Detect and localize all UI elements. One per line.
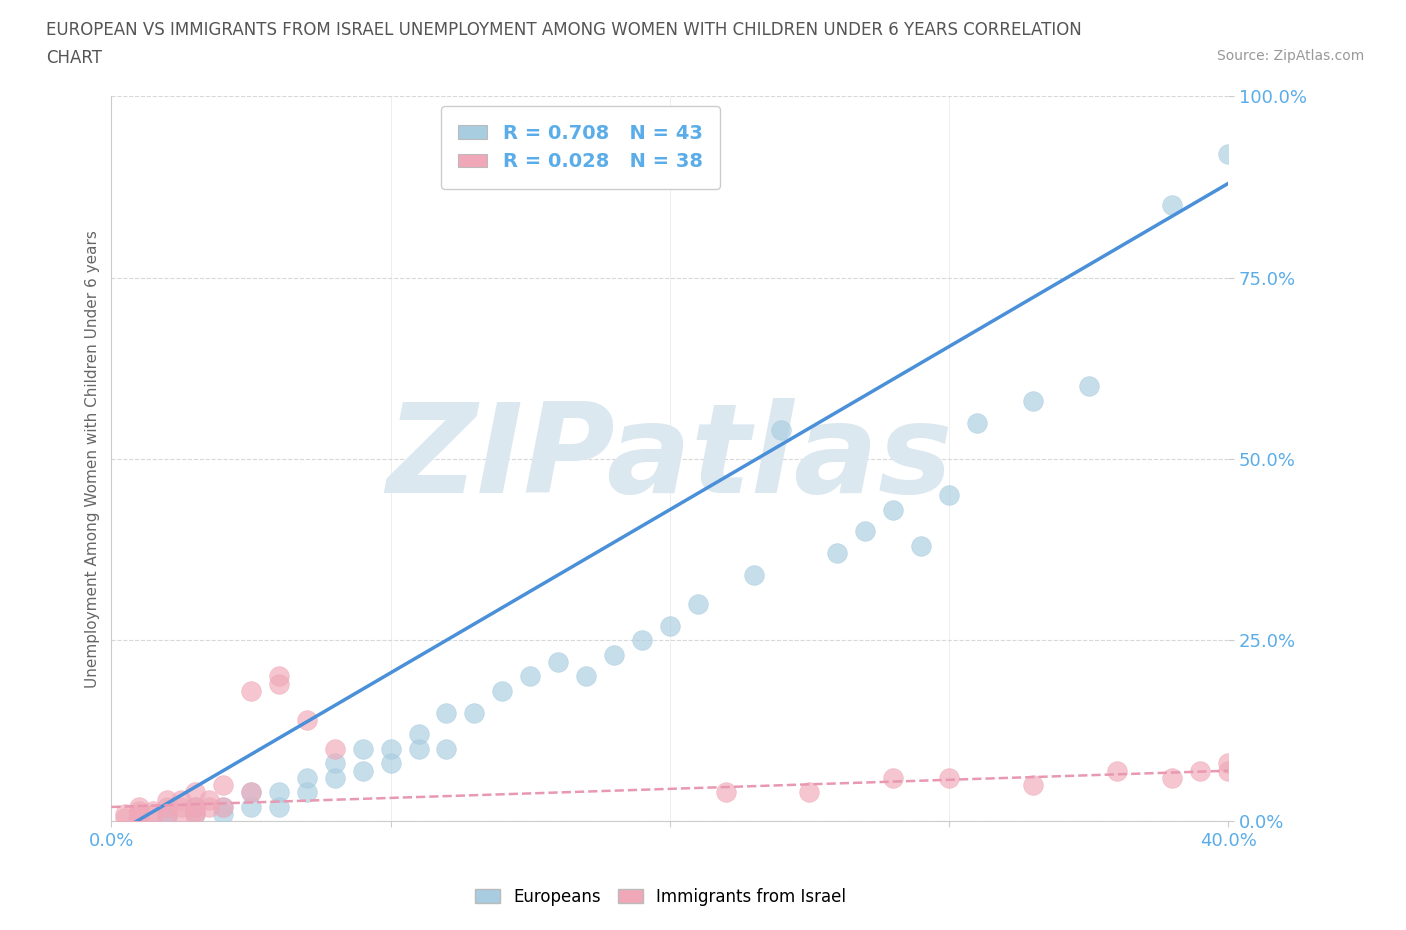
Point [212,807,235,822]
Point [436,705,458,720]
Point [267,785,290,800]
Point [1161,198,1184,213]
Point [519,669,541,684]
Legend: Europeans, Immigrants from Israel: Europeans, Immigrants from Israel [468,881,853,912]
Point [142,804,165,818]
Point [295,712,318,727]
Point [198,800,221,815]
Point [742,567,765,582]
Point [1077,379,1099,394]
Point [184,800,207,815]
Point [212,800,235,815]
Point [770,422,793,437]
Point [463,705,485,720]
Point [156,800,179,815]
Point [658,618,681,633]
Point [184,800,207,815]
Point [240,684,263,698]
Point [799,785,821,800]
Point [142,807,165,822]
Point [631,632,654,647]
Point [1189,764,1212,778]
Point [212,800,235,815]
Point [714,785,737,800]
Point [128,807,150,822]
Point [323,771,346,786]
Point [408,727,430,742]
Point [128,810,150,825]
Point [184,807,207,822]
Point [240,785,263,800]
Point [156,792,179,807]
Point [603,647,626,662]
Point [114,810,136,825]
Point [114,807,136,822]
Point [184,785,207,800]
Point [910,538,932,553]
Point [128,804,150,818]
Point [686,596,709,611]
Y-axis label: Unemployment Among Women with Children Under 6 years: Unemployment Among Women with Children U… [86,230,100,688]
Point [380,741,402,756]
Point [1022,393,1045,408]
Point [380,756,402,771]
Point [408,741,430,756]
Text: EUROPEAN VS IMMIGRANTS FROM ISRAEL UNEMPLOYMENT AMONG WOMEN WITH CHILDREN UNDER : EUROPEAN VS IMMIGRANTS FROM ISRAEL UNEMP… [46,21,1083,39]
Point [352,764,374,778]
Point [240,785,263,800]
Point [966,416,988,431]
Point [212,777,235,792]
Point [938,771,960,786]
Point [938,487,960,502]
Point [436,741,458,756]
Point [128,800,150,815]
Point [491,684,513,698]
Point [198,792,221,807]
Point [1218,764,1240,778]
Point [170,792,193,807]
Point [184,807,207,822]
Point [323,756,346,771]
Point [827,546,849,561]
Text: CHART: CHART [46,49,103,67]
Point [156,807,179,822]
Point [882,771,904,786]
Point [295,785,318,800]
Point [1218,756,1240,771]
Point [267,800,290,815]
Point [170,807,193,822]
Point [240,800,263,815]
Legend: R = 0.708   N = 43, R = 0.028   N = 38: R = 0.708 N = 43, R = 0.028 N = 38 [440,106,720,189]
Point [882,502,904,517]
Point [267,669,290,684]
Point [323,741,346,756]
Text: ZIPatlas: ZIPatlas [387,398,953,520]
Point [267,676,290,691]
Text: Source: ZipAtlas.com: Source: ZipAtlas.com [1216,49,1364,63]
Point [170,800,193,815]
Point [853,524,876,538]
Point [575,669,598,684]
Point [156,810,179,825]
Point [295,771,318,786]
Point [1105,764,1128,778]
Point [1161,771,1184,786]
Point [352,741,374,756]
Point [156,807,179,822]
Point [184,804,207,818]
Point [1022,777,1045,792]
Point [1218,147,1240,162]
Point [547,655,569,670]
